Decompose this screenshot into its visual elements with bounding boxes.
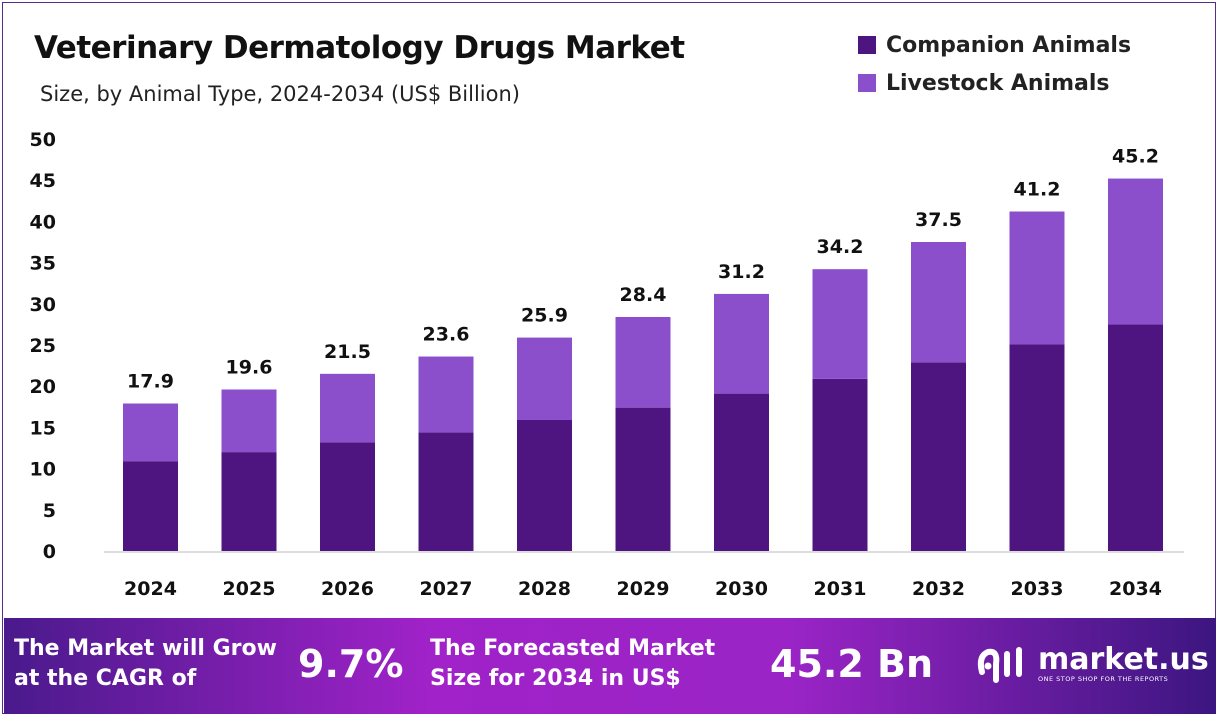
x-tick-label: 2025	[223, 578, 276, 600]
bar-livestock-2033	[1009, 211, 1065, 345]
logo-tagline: ONE STOP SHOP FOR THE REPORTS	[1038, 675, 1169, 683]
bar-companion-2025	[221, 452, 277, 551]
x-tick-label: 2030	[715, 578, 768, 600]
bar-livestock-2030	[714, 293, 769, 394]
chart-title: Veterinary Dermatology Drugs Market	[34, 30, 685, 66]
bar-companion-2030	[714, 393, 769, 551]
y-tick-label: 10	[30, 459, 56, 481]
bar-livestock-2026	[320, 373, 375, 443]
x-tick-label: 2024	[124, 578, 177, 600]
y-tick-label: 35	[30, 253, 56, 275]
legend-swatch-livestock	[858, 74, 876, 92]
bar-livestock-2027	[418, 356, 474, 433]
footer-banner: The Market will Grow at the CAGR of 9.7% …	[4, 618, 1216, 714]
total-label-2032: 37.5	[915, 209, 962, 231]
y-tick-label: 50	[30, 129, 56, 151]
x-tick-label: 2028	[518, 578, 571, 600]
total-label-2034: 45.2	[1112, 146, 1159, 168]
bar-livestock-2028	[517, 337, 572, 420]
x-tick-label: 2034	[1109, 578, 1162, 600]
y-tick-label: 45	[30, 170, 56, 192]
bar-companion-2027	[418, 432, 474, 551]
total-label-2029: 28.4	[620, 284, 667, 306]
bar-livestock-2031	[812, 269, 868, 379]
x-tick-label: 2029	[617, 578, 670, 600]
bar-companion-2028	[517, 419, 572, 551]
y-tick-label: 20	[30, 376, 56, 398]
bar-livestock-2025	[221, 389, 277, 453]
y-tick-label: 25	[30, 335, 56, 357]
total-label-2024: 17.9	[127, 371, 174, 393]
cagr-label-line2: at the CAGR of	[14, 666, 197, 691]
total-label-2031: 34.2	[817, 236, 864, 258]
bar-livestock-2029	[615, 316, 671, 408]
forecast-label: The Forecasted Market Size for 2034 in US…	[430, 634, 715, 694]
legend-swatch-companion	[858, 36, 876, 54]
cagr-label-line1: The Market will Grow	[14, 636, 277, 661]
bar-companion-2034	[1108, 324, 1163, 551]
x-tick-label: 2027	[420, 578, 473, 600]
legend-item-companion: Companion Animals	[858, 26, 1131, 64]
legend-label-livestock: Livestock Animals	[886, 70, 1110, 96]
cagr-value: 9.7%	[298, 642, 404, 686]
x-tick-label: 2031	[814, 578, 867, 600]
cagr-label: The Market will Grow at the CAGR of	[14, 634, 277, 694]
forecast-label-line2: Size for 2034 in US$	[430, 666, 681, 691]
total-label-2028: 25.9	[521, 305, 568, 327]
y-tick-label: 0	[43, 541, 56, 563]
legend-label-companion: Companion Animals	[886, 32, 1132, 58]
bar-chart: 0510152025303540455017.9202419.6202521.5…	[30, 129, 1184, 600]
bar-companion-2029	[615, 407, 671, 551]
total-label-2025: 19.6	[226, 356, 273, 378]
x-tick-label: 2032	[912, 578, 965, 600]
total-label-2033: 41.2	[1014, 179, 1061, 201]
bar-companion-2026	[320, 442, 375, 551]
forecast-label-line1: The Forecasted Market	[430, 636, 716, 661]
x-tick-label: 2033	[1011, 578, 1064, 600]
y-tick-label: 30	[30, 294, 56, 316]
legend: Companion Animals Livestock Animals	[858, 26, 1131, 102]
total-label-2026: 21.5	[324, 341, 371, 363]
bar-livestock-2032	[911, 242, 966, 363]
legend-item-livestock: Livestock Animals	[858, 64, 1131, 102]
y-tick-label: 5	[43, 500, 56, 522]
bar-companion-2032	[911, 362, 966, 551]
bar-companion-2031	[812, 378, 868, 551]
bar-companion-2033	[1009, 344, 1065, 551]
total-label-2027: 23.6	[423, 324, 470, 346]
logo-name: market.us	[1038, 642, 1209, 677]
chart-subtitle: Size, by Animal Type, 2024-2034 (US$ Bil…	[40, 82, 520, 106]
x-tick-label: 2026	[321, 578, 374, 600]
bar-companion-2024	[123, 461, 178, 551]
logo-icon	[977, 647, 1022, 683]
total-label-2030: 31.2	[718, 261, 765, 283]
bar-livestock-2034	[1108, 178, 1163, 325]
y-tick-label: 40	[30, 211, 56, 233]
y-tick-label: 15	[30, 417, 56, 439]
market-us-logo: market.us ONE STOP SHOP FOR THE REPORTS	[974, 642, 1209, 686]
forecast-value: 45.2 Bn	[770, 642, 934, 686]
bar-livestock-2024	[123, 403, 178, 462]
